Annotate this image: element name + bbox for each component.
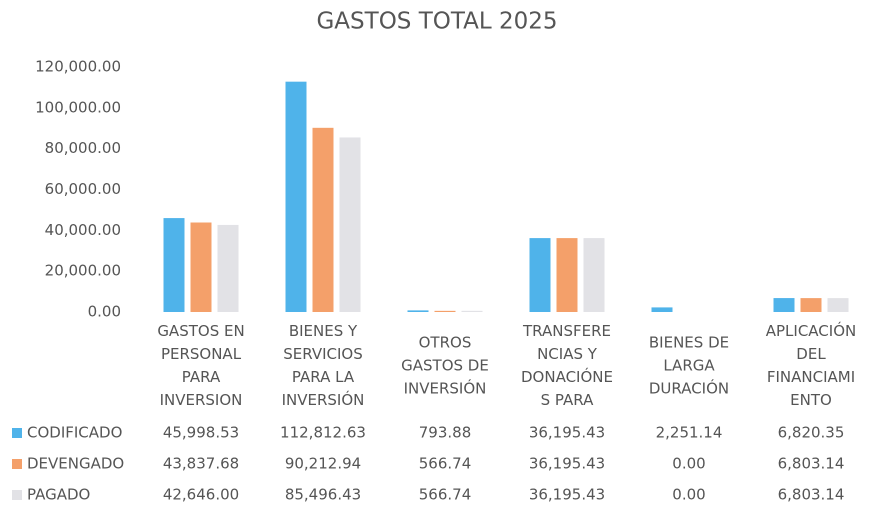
bar	[583, 238, 605, 312]
x-tick-label: PERSONAL	[161, 345, 242, 363]
bar	[434, 310, 456, 312]
table-value: 793.88	[419, 424, 472, 442]
x-tick-label: ENTO	[790, 391, 832, 409]
x-tick-label: SERVICIOS	[283, 345, 363, 363]
x-tick-label: LARGA	[663, 357, 715, 375]
x-tick-label: FINANCIAMI	[767, 368, 855, 386]
x-tick-label: S PARA	[541, 391, 594, 409]
y-tick-label: 120,000.00	[35, 58, 121, 76]
x-tick-label: GASTOS EN	[157, 322, 244, 340]
x-tick-label: APLICACIÓN	[766, 321, 856, 340]
table-value: 6,803.14	[778, 455, 845, 473]
bar	[190, 222, 212, 312]
legend-swatch	[12, 428, 22, 438]
bar	[285, 81, 307, 312]
x-tick-label: INVERSIÓN	[282, 390, 365, 409]
legend-label: PAGADO	[27, 486, 90, 504]
bar	[827, 298, 849, 312]
y-tick-label: 20,000.00	[45, 262, 121, 280]
y-tick-label: 80,000.00	[45, 139, 121, 157]
table-value: 36,195.43	[529, 424, 605, 442]
x-tick-label: GASTOS DE	[401, 357, 489, 375]
x-tick-label: PARA LA	[292, 368, 355, 386]
x-tick-label: OTROS	[419, 334, 472, 352]
bar	[800, 298, 822, 312]
legend-label: DEVENGADO	[27, 455, 124, 473]
table-value: 566.74	[419, 455, 472, 473]
table-value: 90,212.94	[285, 455, 361, 473]
table-value: 0.00	[672, 486, 705, 504]
x-tick-label: NCIAS Y	[537, 345, 598, 363]
bar	[339, 137, 361, 312]
x-tick-label: PARA	[182, 368, 221, 386]
table-value: 85,496.43	[285, 486, 361, 504]
x-tick-label: BIENES DE	[649, 334, 729, 352]
x-tick-label: BIENES Y	[289, 322, 358, 340]
x-tick-label: DONACIÓNE	[521, 367, 613, 386]
y-tick-label: 40,000.00	[45, 221, 121, 239]
table-value: 0.00	[672, 455, 705, 473]
bar	[312, 127, 334, 312]
table-value: 112,812.63	[280, 424, 366, 442]
table-value: 42,646.00	[163, 486, 239, 504]
y-tick-label: 0.00	[88, 303, 121, 321]
y-tick-label: 100,000.00	[35, 98, 121, 116]
bar	[407, 310, 429, 312]
table-value: 36,195.43	[529, 455, 605, 473]
bar	[651, 307, 673, 312]
chart-title: GASTOS TOTAL 2025	[316, 9, 557, 35]
table-value: 6,803.14	[778, 486, 845, 504]
y-tick-label: 60,000.00	[45, 180, 121, 198]
x-tick-label: DURACIÓN	[649, 379, 729, 398]
table-value: 6,820.35	[778, 424, 845, 442]
x-tick-label: TRANSFERE	[522, 322, 611, 340]
x-tick-label: INVERSIÓN	[404, 379, 487, 398]
bar	[163, 218, 185, 312]
table-value: 43,837.68	[163, 455, 239, 473]
bar	[217, 224, 239, 312]
legend-label: CODIFICADO	[27, 424, 122, 442]
legend-swatch	[12, 490, 22, 500]
bar	[461, 310, 483, 312]
table-value: 2,251.14	[656, 424, 723, 442]
x-tick-label: INVERSION	[160, 391, 243, 409]
bar	[556, 238, 578, 312]
table-value: 36,195.43	[529, 486, 605, 504]
legend-swatch	[12, 459, 22, 469]
bar	[529, 238, 551, 312]
table-value: 45,998.53	[163, 424, 239, 442]
table-value: 566.74	[419, 486, 472, 504]
bar	[773, 298, 795, 312]
x-tick-label: DEL	[796, 345, 826, 363]
